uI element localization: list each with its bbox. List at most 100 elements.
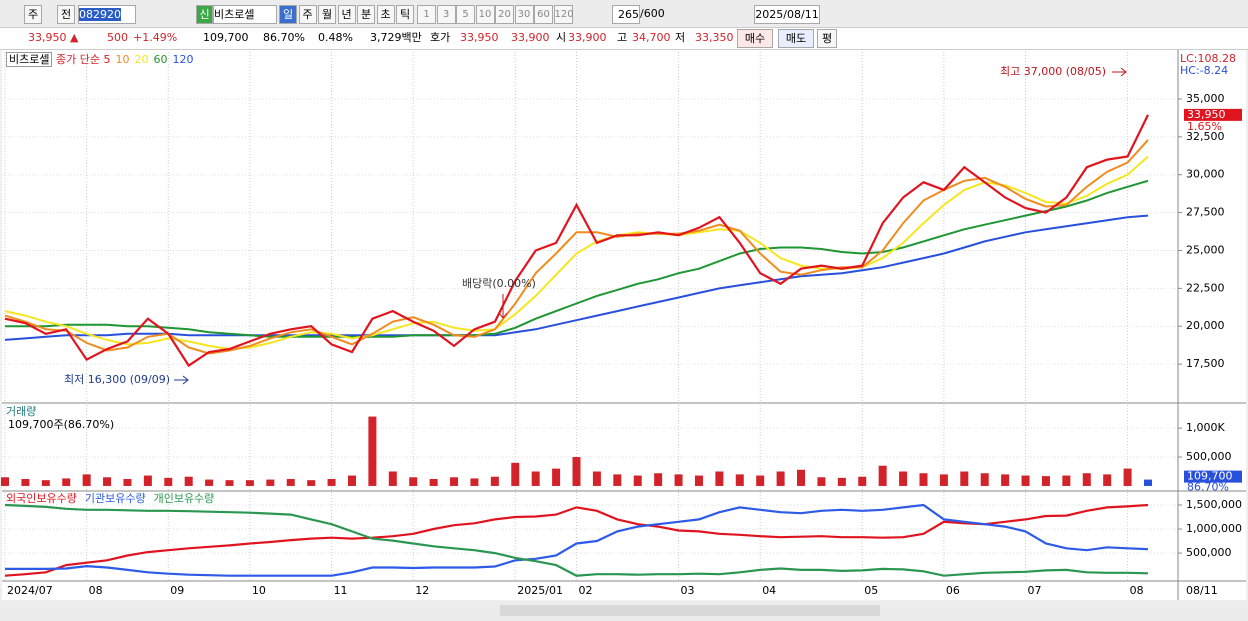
- volume-bar: [817, 477, 826, 486]
- volume-bar: [797, 469, 806, 486]
- interval-button[interactable]: 3: [436, 5, 456, 24]
- x-tick-label: 05: [864, 584, 878, 597]
- volume-bar: [21, 479, 30, 486]
- legend-name: 비츠로셀: [6, 52, 53, 67]
- y-tick-label: 27,500: [1186, 206, 1225, 219]
- y-tick-label: 25,000: [1186, 243, 1225, 256]
- y-tick-label: 30,000: [1186, 168, 1225, 181]
- volume-bar: [511, 462, 520, 486]
- x-tick-label: 08: [1130, 584, 1144, 597]
- interval-button[interactable]: 5: [456, 5, 475, 24]
- volume-bar: [409, 477, 418, 486]
- interval-button[interactable]: 20: [495, 5, 514, 24]
- volume-summary: 109,700주(86.70%): [8, 418, 115, 431]
- interval-button[interactable]: 60: [534, 5, 553, 24]
- x-tick-label: 04: [762, 584, 776, 597]
- volume-bar: [592, 471, 601, 486]
- volume-bar: [62, 478, 71, 486]
- x-tick-label: 06: [946, 584, 960, 597]
- quote-bid-label: 호가: [430, 31, 451, 44]
- volume-bar: [1062, 475, 1071, 486]
- dividend-annotation: 배당락(0.00%): [462, 277, 536, 290]
- volume-bar: [245, 480, 254, 486]
- series-line: [5, 179, 1149, 338]
- volume-bar: [613, 474, 622, 486]
- prev-button[interactable]: 전: [57, 5, 75, 24]
- x-tick-label: 2025/01: [517, 584, 563, 597]
- period-select[interactable]: 주: [24, 5, 42, 24]
- y-tick-label: 500,000: [1186, 546, 1232, 559]
- period-button[interactable]: 틱: [396, 5, 414, 24]
- volume-bar: [368, 416, 377, 486]
- quote-price: 33,950 ▲: [28, 31, 79, 44]
- period-button[interactable]: 초: [376, 5, 395, 24]
- quote-open-label: 시: [556, 31, 567, 44]
- volume-bar: [123, 479, 132, 486]
- interval-button[interactable]: 1: [417, 5, 436, 24]
- quote-volume: 109,700: [203, 31, 249, 44]
- volume-bar: [858, 476, 867, 486]
- x-tick-label: 12: [415, 584, 429, 597]
- volume-bar: [837, 477, 846, 486]
- period-button[interactable]: 일: [279, 5, 297, 24]
- volume-bar: [164, 477, 173, 486]
- stock-name[interactable]: 비츠로셀: [213, 5, 277, 24]
- count-input[interactable]: 265: [612, 5, 640, 24]
- volume-bar: [552, 468, 561, 486]
- interval-button[interactable]: 120: [553, 5, 574, 24]
- last-price-box: [1184, 108, 1242, 121]
- interval-button[interactable]: 10: [475, 5, 495, 24]
- x-tick-label: 03: [681, 584, 695, 597]
- period-button[interactable]: 월: [318, 5, 336, 24]
- series-line: [4, 214, 1149, 341]
- code-input[interactable]: 082920: [78, 5, 136, 24]
- order-eval[interactable]: 평: [817, 29, 837, 48]
- period-button[interactable]: 분: [357, 5, 375, 24]
- last-rate: 1.65%: [1187, 120, 1222, 133]
- volume-bar: [1082, 473, 1091, 486]
- period-button[interactable]: 년: [337, 5, 356, 24]
- volume-bar: [919, 473, 928, 486]
- legend-entry: 개인보유수량: [153, 492, 215, 505]
- count-max: /600: [640, 7, 665, 20]
- axis-bg: [1178, 50, 1246, 600]
- volume-bar: [960, 471, 969, 486]
- quote-bar: [0, 28, 1248, 50]
- legend-entry: 120: [172, 53, 194, 66]
- y-tick-label: 17,500: [1186, 357, 1225, 370]
- quote-volume-rate: 86.70%: [263, 31, 305, 44]
- volume-bar: [715, 471, 724, 486]
- order-sell[interactable]: 매도: [778, 29, 814, 48]
- series-line: [4, 503, 1149, 577]
- date-input[interactable]: 2025/08/11: [754, 5, 820, 24]
- legend-entry: 외국인보유수량: [6, 492, 77, 505]
- quote-amount: 3,729백만: [370, 31, 422, 44]
- quote-bid: 33,900: [511, 31, 550, 44]
- y-tick-label: 22,500: [1186, 281, 1225, 294]
- x-tick-label: 11: [334, 584, 348, 597]
- y-tick-label: 1,500,000: [1186, 498, 1242, 511]
- low-annotation: 최저 16,300 (09/09): [64, 373, 170, 386]
- period-button[interactable]: 주: [298, 5, 317, 24]
- low-arrow: [174, 375, 189, 385]
- volume-bar: [1144, 479, 1152, 486]
- plot-bg: [2, 50, 1178, 600]
- price-legend: 비츠로셀 종가 단순 5 10 20 60 120: [6, 52, 198, 68]
- x-tick-label: 10: [252, 584, 266, 597]
- x-tick-label: 08: [89, 584, 103, 597]
- code-text: 082920: [79, 8, 121, 21]
- quote-rate: +1.49%: [133, 31, 178, 44]
- order-buy[interactable]: 매수: [737, 29, 773, 48]
- credit-badge: 신: [196, 5, 213, 24]
- scroll-track[interactable]: [500, 605, 880, 616]
- interval-button[interactable]: 30: [514, 5, 534, 24]
- volume-bar: [1001, 474, 1010, 486]
- y-tick-label: 1,000,000: [1186, 522, 1242, 535]
- volume-bar: [266, 479, 275, 486]
- volume-bar: [307, 480, 316, 486]
- volume-bar: [225, 480, 234, 486]
- y-tick-label: 20,000: [1186, 319, 1225, 332]
- last-volume-rate: 86.70%: [1187, 481, 1229, 494]
